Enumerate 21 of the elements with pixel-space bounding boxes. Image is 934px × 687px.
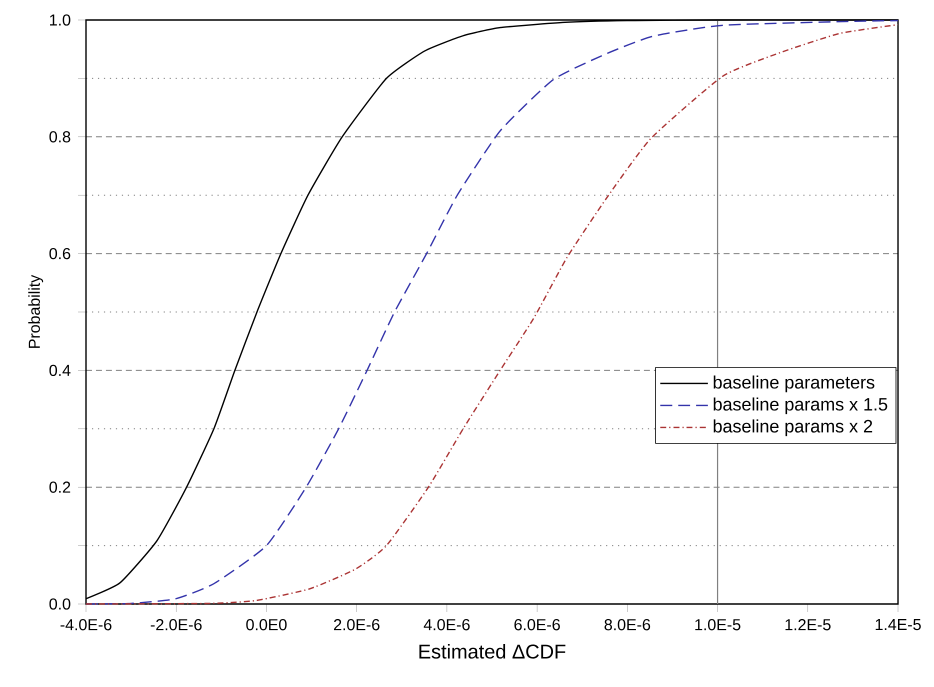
y-tick-label: 0.8 bbox=[49, 131, 70, 142]
y-axis-title: Probability bbox=[28, 274, 44, 348]
x-tick-label: 1.0E-5 bbox=[695, 619, 740, 630]
x-tick-label: 8.0E-6 bbox=[604, 619, 650, 630]
x-tick-label: 2.0E-6 bbox=[334, 619, 380, 630]
legend-label: baseline parameters bbox=[714, 375, 874, 392]
x-tick-label: 4.0E-6 bbox=[424, 619, 470, 630]
y-tick-label: 0.4 bbox=[49, 364, 70, 376]
y-tick-label: 0.0 bbox=[49, 598, 70, 610]
legend-label: baseline params x 1.5 bbox=[714, 397, 888, 414]
x-tick-label: -2.0E-6 bbox=[150, 619, 202, 630]
legend-label: baseline params x 2 bbox=[714, 419, 872, 436]
x-axis-title: Estimated ΔCDF bbox=[419, 644, 566, 659]
y-tick-label: 0.6 bbox=[49, 248, 70, 260]
x-tick-label: 1.4E-5 bbox=[876, 619, 921, 630]
x-tick-label: 1.2E-5 bbox=[786, 619, 831, 630]
x-tick-label: 6.0E-6 bbox=[514, 619, 560, 630]
y-tick-label: 0.2 bbox=[49, 482, 70, 493]
y-tick-label: 1.0 bbox=[50, 14, 70, 26]
x-tick-label: 0.0E0 bbox=[246, 619, 287, 630]
x-tick-label: -4.0E-6 bbox=[60, 619, 112, 630]
